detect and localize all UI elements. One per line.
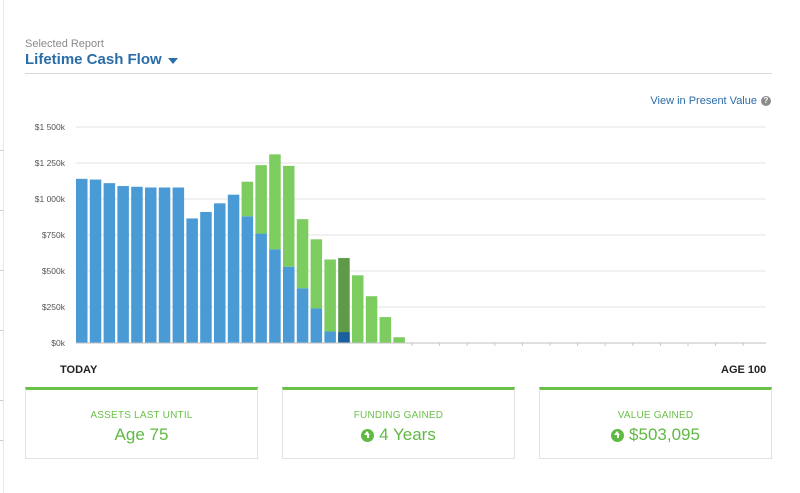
left-edge-tick [0, 330, 3, 331]
bar-blue [145, 187, 157, 343]
selected-report-label: Selected Report [25, 38, 104, 50]
card-title: ASSETS LAST UNTIL [90, 410, 193, 421]
bar-blue [214, 203, 226, 343]
value-gained-card: VALUE GAINED $503,095 [539, 387, 772, 459]
bar-green [255, 165, 267, 234]
y-tick-label: $750k [42, 230, 66, 240]
card-value: $503,095 [629, 425, 700, 444]
bar-blue [131, 186, 143, 343]
bar-green [338, 258, 350, 343]
bar-green [310, 239, 323, 309]
card-value: 4 Years [379, 425, 436, 444]
bar-blue [241, 216, 254, 343]
left-edge-tick [0, 440, 3, 441]
card-value: Age 75 [114, 425, 169, 444]
report-title: Lifetime Cash Flow [25, 51, 162, 68]
bar-blue [89, 179, 102, 343]
header-divider [25, 73, 772, 74]
bar-green [393, 337, 405, 343]
bar-blue [283, 266, 295, 343]
card-value-row: 4 Years [283, 425, 514, 445]
card-value-row: $503,095 [540, 425, 771, 445]
arrow-up-circle-icon [611, 428, 625, 442]
report-dropdown[interactable]: Lifetime Cash Flow [25, 51, 178, 68]
y-tick-label: $1 500k [35, 122, 66, 132]
bar-blue [296, 288, 309, 343]
card-title: VALUE GAINED [617, 410, 694, 421]
y-tick-label: $0k [51, 338, 65, 348]
axis-end-label: AGE 100 [721, 364, 767, 376]
bar-blue [158, 187, 171, 343]
bar-blue [172, 187, 185, 343]
bar-blue [200, 211, 212, 343]
bar-blue [103, 183, 116, 343]
bar-green [283, 165, 295, 267]
bar-blue [255, 233, 267, 343]
left-edge-tick [0, 270, 3, 271]
assets-last-until-card: ASSETS LAST UNTIL Age 75 [25, 387, 258, 459]
bar-green [365, 296, 378, 343]
bar-blue [324, 331, 336, 343]
left-edge-rule [0, 0, 4, 493]
bar-blue [186, 218, 198, 343]
bar-highlight [338, 332, 350, 343]
funding-gained-card: FUNDING GAINED 4 Years [282, 387, 515, 459]
bar-green [269, 154, 281, 250]
bar-green [379, 317, 392, 343]
y-tick-label: $250k [42, 302, 66, 312]
card-title: FUNDING GAINED [353, 410, 444, 421]
axis-start-label: TODAY [60, 364, 98, 376]
bar-blue [76, 178, 88, 343]
help-icon[interactable]: ? [761, 96, 771, 106]
y-tick-label: $500k [42, 266, 66, 276]
caret-down-icon [167, 57, 178, 64]
bar-blue [227, 194, 240, 343]
arrow-up-circle-icon [361, 428, 375, 442]
present-value-label: View in Present Value [650, 95, 757, 107]
bar-green [296, 219, 309, 289]
present-value-link[interactable]: View in Present Value ? [650, 95, 771, 107]
bar-green [352, 275, 364, 343]
bar-blue [117, 186, 129, 343]
y-tick-label: $1 000k [35, 194, 66, 204]
left-edge-tick [0, 210, 3, 211]
bar-green [324, 259, 336, 332]
card-value-row: Age 75 [26, 425, 257, 445]
left-edge-tick [0, 150, 3, 151]
left-edge-tick [0, 400, 3, 401]
y-tick-label: $1 250k [35, 158, 66, 168]
bar-green [241, 181, 254, 217]
bar-blue [269, 249, 281, 343]
bar-blue [310, 308, 323, 343]
